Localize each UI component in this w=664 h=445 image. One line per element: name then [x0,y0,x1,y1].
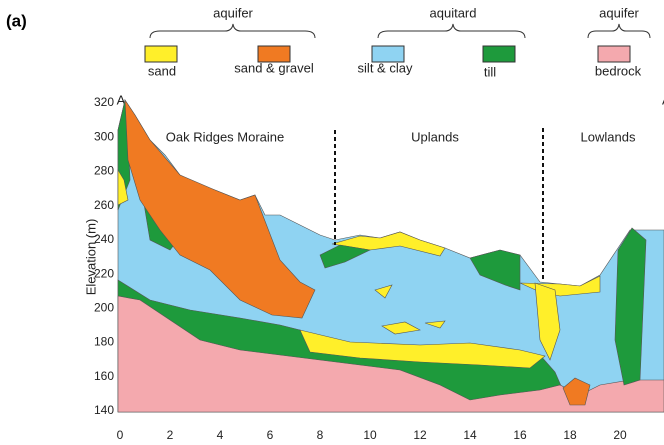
legend-item: till [484,64,496,79]
y-tick-label: 280 [94,164,114,178]
x-tick-label: 4 [217,428,224,442]
legend-braces [150,24,650,38]
x-tick-label: 16 [513,428,527,442]
x-tick-label: 10 [363,428,377,442]
y-tick-label: 240 [94,232,114,246]
y-axis-label: Elevation (m) [83,219,98,296]
x-tick-label: 12 [413,428,427,442]
y-tick-label: 160 [94,369,114,383]
y-tick-label: 260 [94,198,114,212]
x-tick-label: 20 [613,428,627,442]
legend-group-title: aquifer [599,5,639,20]
x-tick-label: 18 [563,428,577,442]
y-tick-label: 180 [94,335,114,349]
legend-item: silt & clay [358,60,413,75]
region-label: Uplands [411,129,459,144]
y-tick-label: 320 [94,95,114,109]
x-tick-label: 14 [463,428,477,442]
y-tick-label: 200 [94,301,114,315]
legend-group-title: aquifer [213,5,253,20]
legend-group-title: aquitard [430,5,477,20]
y-tick-label: 140 [94,403,114,417]
figure: (a) aquifer aquitard aquifer sand sand &… [0,0,664,445]
y-tick-label: 300 [94,129,114,143]
cross-section [118,100,664,412]
x-tick-label: 2 [167,428,174,442]
legend-item: sand [148,63,176,78]
region-label: Lowlands [581,129,636,144]
legend-item: sand & gravel [234,60,314,75]
x-tick-label: 0 [117,428,124,442]
x-tick-label: 8 [317,428,324,442]
region-label: Oak Ridges Moraine [166,129,285,144]
y-tick-label: 220 [94,266,114,280]
panel-label: (a) [6,11,27,30]
x-tick-label: 6 [267,428,274,442]
legend-item: bedrock [595,63,642,78]
